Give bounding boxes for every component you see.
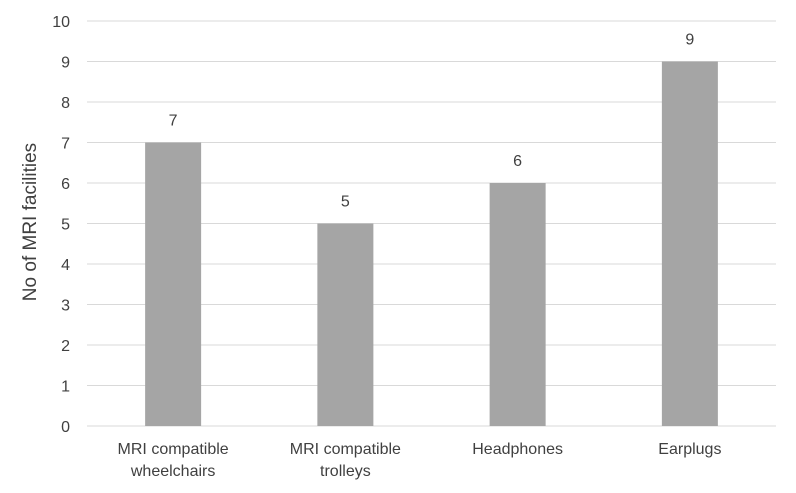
- bars: [145, 61, 718, 426]
- x-tick-label: trolleys: [320, 463, 371, 480]
- bar: [317, 223, 374, 426]
- y-tick-label: 5: [61, 217, 70, 234]
- y-tick-label: 1: [61, 379, 70, 396]
- y-tick-label: 9: [61, 55, 70, 72]
- x-tick-label: Headphones: [472, 441, 563, 458]
- y-tick-label: 0: [61, 419, 70, 436]
- data-label: 7: [169, 113, 178, 130]
- x-tick-label: Earplugs: [658, 441, 721, 458]
- bar: [145, 142, 202, 426]
- data-label: 9: [685, 32, 694, 49]
- y-tick-label: 3: [61, 298, 70, 315]
- bar: [489, 183, 546, 426]
- tick-labels: 0 1 2 3 4 5 6 7 8 9 10 MRI compatible wheelchairs MRI…: [52, 14, 721, 480]
- y-tick-label: 8: [61, 95, 70, 112]
- bar: [661, 61, 718, 426]
- data-labels: 7 5 6 9: [169, 32, 695, 211]
- data-label: 5: [341, 194, 350, 211]
- x-tick-label: MRI compatible: [290, 441, 401, 458]
- y-tick-label: 10: [52, 14, 70, 31]
- y-axis-title: No of MRI facilities: [20, 143, 41, 301]
- y-tick-label: 7: [61, 136, 70, 153]
- y-tick-label: 6: [61, 176, 70, 193]
- gridlines: [87, 20, 776, 386]
- y-tick-label: 4: [61, 257, 70, 274]
- data-label: 6: [513, 153, 522, 170]
- x-tick-label: MRI compatible: [118, 441, 229, 458]
- x-tick-label: wheelchairs: [130, 463, 215, 480]
- y-tick-label: 2: [61, 338, 70, 355]
